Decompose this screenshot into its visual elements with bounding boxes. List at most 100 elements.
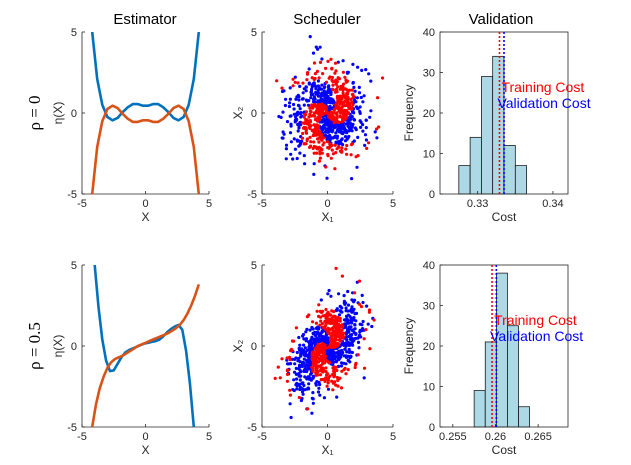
scheduler-rho0-blue-point (288, 86, 292, 90)
scheduler-rho05-blue-point (344, 354, 348, 358)
scheduler-rho0-blue-point (367, 72, 371, 76)
scheduler-rho0-blue-point (288, 97, 292, 101)
estimator-rho0-series-orange-line (90, 104, 201, 194)
scheduler-rho0-blue-point (287, 104, 291, 109)
scheduler-rho0-blue-point (279, 115, 283, 119)
scheduler-rho05-blue-point (297, 346, 301, 350)
scheduler-rho0-red-point (275, 79, 279, 83)
scheduler-rho0-red-point (320, 148, 324, 152)
scheduler-rho05-blue-point (353, 323, 357, 327)
scheduler-rho0-blue-point (315, 91, 319, 95)
scheduler-rho0-red-point (305, 72, 310, 76)
scheduler-rho05-blue-point (311, 401, 315, 405)
scheduler-rho0-blue-point (306, 103, 311, 107)
scheduler-rho0-blue-point (297, 98, 301, 102)
scheduler-rho0-red-point (324, 110, 329, 114)
scheduler-rho0-blue-point (356, 135, 360, 139)
scheduler-rho0-blue-point (280, 136, 284, 140)
scheduler-rho05-red-point (312, 364, 316, 368)
scheduler-rho0-red-point (340, 146, 344, 150)
scheduler-rho0-blue-point (343, 135, 348, 139)
scheduler-rho0-blue-point (341, 59, 345, 63)
scheduler-rho05-red-point (332, 318, 336, 322)
scheduler-rho05-red-point (327, 376, 331, 380)
scheduler-rho0-blue-point (303, 162, 307, 166)
scheduler-rho05-blue-point (318, 383, 322, 387)
scheduler-rho0-red-point (317, 159, 321, 163)
scheduler-rho0-red-point (301, 81, 305, 85)
scheduler-rho0-red-point (376, 96, 380, 100)
scheduler-rho05-red-point (273, 376, 277, 380)
scheduler-rho05-red-point (332, 310, 336, 314)
scheduler-rho05-red-point (320, 345, 325, 349)
scheduler-rho0-red-point (307, 123, 311, 127)
scheduler-rho0-red-point (313, 118, 318, 122)
scheduler-rho05-blue-point (293, 370, 297, 374)
scheduler-rho05-blue-point (300, 381, 304, 386)
scheduler-rho0-blue-point (318, 45, 322, 49)
scheduler-rho05-blue-point (334, 359, 338, 363)
scheduler-rho0-series-red-points (275, 57, 385, 171)
scheduler-rho0-blue-point (297, 95, 301, 99)
scheduler-rho0-blue-point (352, 98, 356, 102)
scheduler-rho05-blue-point (297, 374, 301, 378)
scheduler-rho05-blue-point (298, 343, 302, 347)
scheduler-rho05-blue-point (356, 340, 361, 344)
scheduler-rho0-blue-point (295, 111, 299, 115)
scheduler-rho05-red-point (320, 358, 324, 363)
scheduler-rho05-blue-point (348, 337, 352, 341)
scheduler-rho0-blue-point (329, 92, 333, 97)
scheduler-rho05-xtick-label: -5 (257, 431, 267, 443)
scheduler-rho05-red-point (342, 368, 346, 372)
scheduler-rho0-blue-point (294, 115, 298, 119)
scheduler-rho0-blue-point (320, 92, 324, 96)
validation-rho0-bar (514, 165, 527, 195)
scheduler-rho0-red-point (291, 77, 295, 81)
estimator-rho0-xtick-label: -5 (77, 198, 87, 210)
scheduler-rho0-blue-point (337, 142, 341, 146)
scheduler-rho0-blue-point (328, 124, 332, 128)
scheduler-rho05-blue-point (326, 292, 330, 296)
scheduler-rho05-red-point (337, 332, 341, 336)
scheduler-rho0-red-point (309, 110, 313, 114)
scheduler-rho0-red-point (313, 72, 317, 76)
validation-rho0-xlabel: Cost (492, 210, 517, 224)
estimator-rho05-ylabel: η(X) (51, 335, 65, 358)
scheduler-rho05-blue-point (326, 338, 330, 342)
scheduler-rho0-red-point (346, 111, 350, 115)
validation-rho05-ylabel: Frequency (402, 318, 416, 375)
scheduler-rho05-red-point (326, 331, 330, 335)
validation-rho0-xtick-label: 0.33 (467, 198, 488, 210)
scheduler-rho05-red-point (324, 316, 328, 320)
estimator-rho0-series-blue-line (90, 32, 201, 122)
scheduler-rho0-blue-point (363, 143, 367, 147)
scheduler-rho05-blue-point (344, 306, 348, 310)
scheduler-rho05-red-point (315, 364, 319, 368)
scheduler-rho0-red-point (307, 115, 311, 119)
scheduler-rho0-red-point (301, 126, 306, 130)
scheduler-rho0-blue-point (353, 89, 357, 93)
scheduler-rho0-red-point (350, 100, 354, 104)
scheduler-rho0-red-point (338, 109, 342, 113)
scheduler-rho05-red-point (324, 320, 328, 324)
scheduler-rho0-blue-point (311, 51, 316, 55)
scheduler-rho0-blue-point (361, 129, 365, 133)
scheduler-rho0-red-point (332, 118, 336, 122)
scheduler-rho05-blue-point (314, 383, 318, 387)
scheduler-rho05-red-point (325, 372, 329, 376)
scheduler-rho05-red-point (318, 323, 322, 327)
scheduler-rho05-red-point (316, 342, 320, 346)
validation-rho0-ytick-label: 10 (423, 149, 435, 161)
scheduler-rho05-blue-point (297, 335, 301, 340)
scheduler-rho0-blue-point (345, 137, 349, 141)
scheduler-rho0-red-point (337, 145, 341, 149)
scheduler-rho05-blue-point (295, 377, 299, 381)
scheduler-rho0-blue-point (295, 138, 299, 142)
scheduler-rho0-red-point (312, 151, 316, 155)
scheduler-rho0-blue-point (364, 118, 368, 122)
scheduler-rho0-red-point (344, 112, 348, 116)
scheduler-rho0-red-point (341, 117, 345, 121)
scheduler-rho0-red-point (340, 100, 344, 104)
scheduler-rho0-red-point (312, 123, 317, 127)
scheduler-rho0-blue-point (368, 115, 372, 119)
